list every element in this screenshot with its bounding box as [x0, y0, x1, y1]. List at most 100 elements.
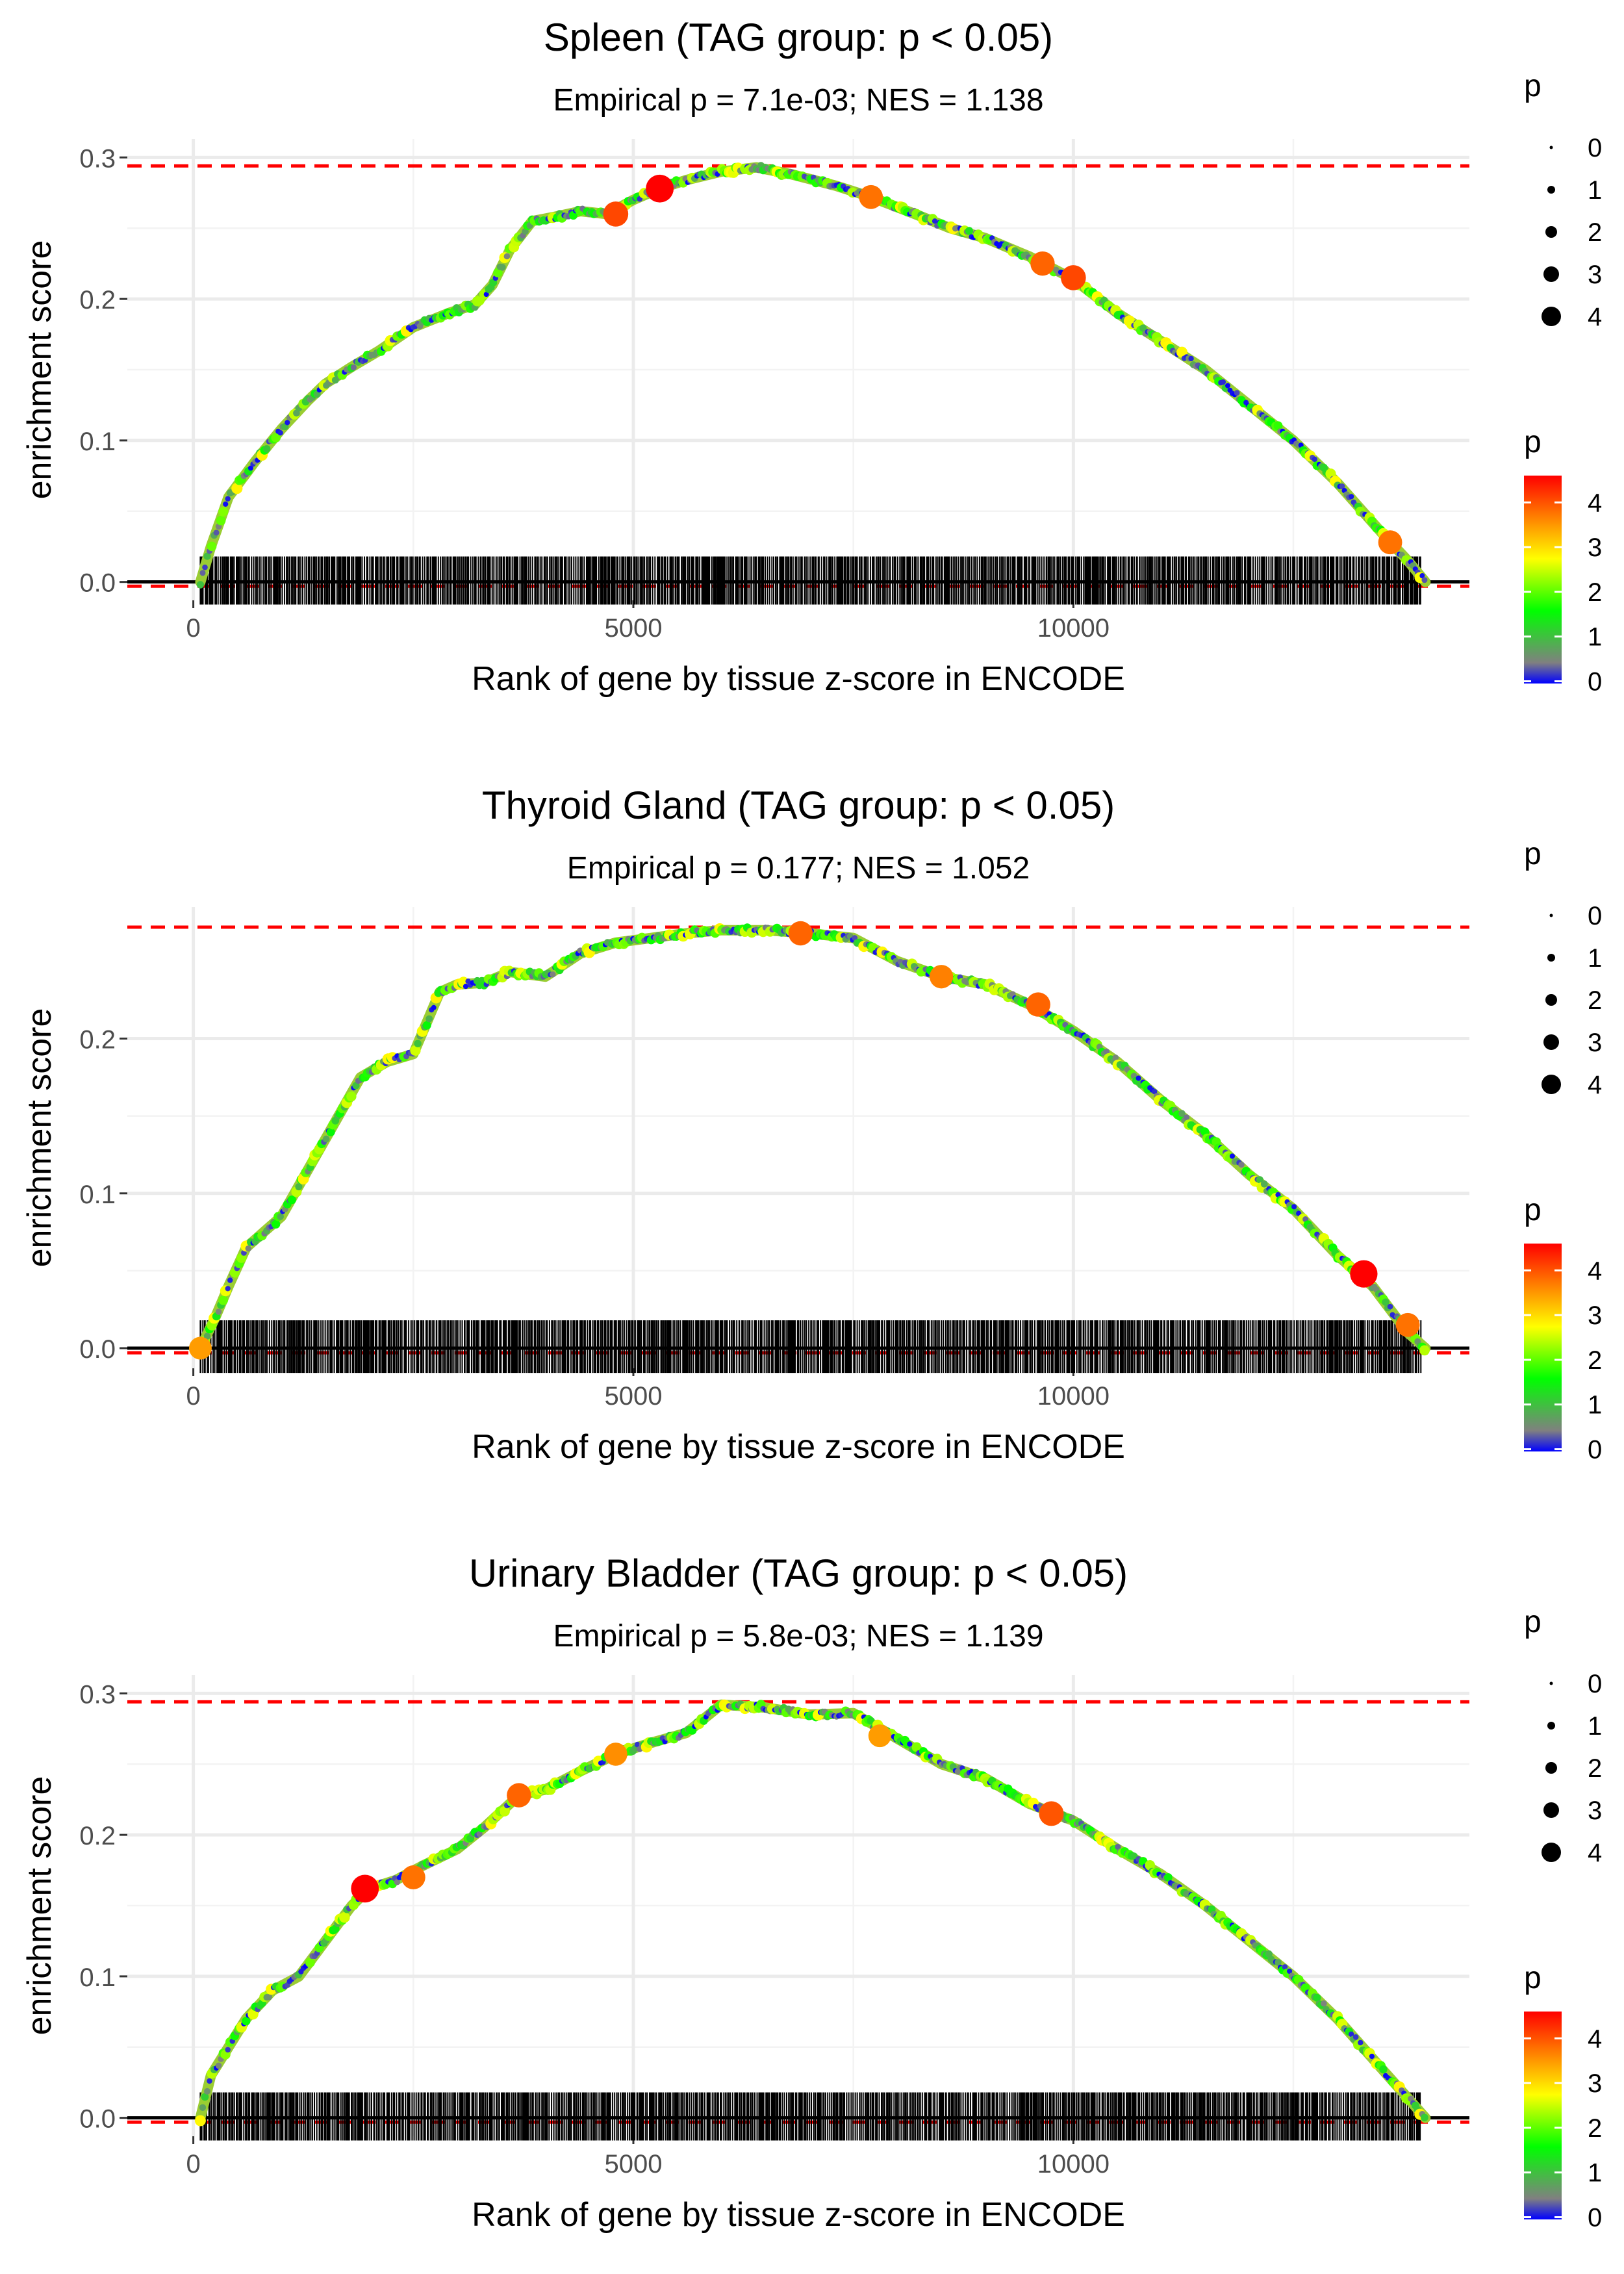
curve-point [207, 541, 217, 552]
y-axis-title: enrichment score [21, 1008, 58, 1268]
curve-point [266, 1993, 273, 2000]
y-tick-label: 0.0 [79, 2105, 116, 2134]
highlight-point [1026, 992, 1050, 1017]
y-tick-label: 0.3 [79, 144, 116, 173]
curve-point [1339, 483, 1345, 489]
curve-point [1408, 2095, 1414, 2102]
highlight-point [788, 921, 813, 946]
size-legend-key [1545, 1762, 1557, 1774]
size-legend-key [1542, 307, 1561, 326]
curve-point [1178, 1110, 1186, 1118]
size-legend-key [1547, 954, 1555, 962]
size-legend-title: p [1524, 837, 1542, 871]
highlight-point [868, 1724, 891, 1748]
size-legend-title: p [1524, 1605, 1542, 1639]
chart-title: Thyroid Gland (TAG group: p < 0.05) [482, 784, 1115, 827]
highlight-point [646, 174, 674, 203]
highlight-point [188, 1336, 212, 1360]
curve-point [247, 465, 253, 471]
curve-point [1265, 1950, 1273, 1958]
curve-point [326, 1127, 335, 1136]
enrichment-curve [188, 921, 1431, 1360]
y-axis-title: enrichment score [21, 240, 58, 500]
curve-point [499, 264, 506, 271]
curve-point [394, 1879, 401, 1885]
curve-point [262, 445, 271, 453]
chart-title: Urinary Bladder (TAG group: p < 0.05) [469, 1552, 1128, 1595]
chart-subtitle: Empirical p = 0.177; NES = 1.052 [567, 851, 1030, 886]
curve-point [463, 984, 469, 990]
highlight-point [1378, 530, 1402, 555]
curve-point [313, 390, 321, 398]
size-legend-label: 2 [1588, 1754, 1602, 1783]
size-legend-label: 2 [1588, 218, 1602, 247]
x-tick-label: 0 [186, 2150, 200, 2178]
size-legend-key [1543, 266, 1559, 282]
size-legend-label: 0 [1588, 1670, 1602, 1698]
y-tick-label: 0.0 [79, 569, 116, 598]
curve-point [1220, 379, 1226, 385]
curve-point [1229, 1153, 1236, 1159]
curve-point [1291, 1204, 1297, 1210]
curve-point [225, 1286, 231, 1292]
color-legend-label: 0 [1588, 1436, 1602, 1464]
curve-point [245, 1245, 252, 1252]
enrichment-curve [195, 162, 1431, 589]
curve-point [199, 570, 206, 576]
curve-point [965, 227, 974, 235]
chart-subtitle: Empirical p = 7.1e-03; NES = 1.138 [553, 83, 1043, 118]
curve-point [1256, 1176, 1263, 1184]
curve-point [322, 1135, 330, 1143]
color-legend-label: 3 [1588, 2069, 1602, 2098]
highlight-point [603, 201, 629, 227]
size-legend-key [1543, 1802, 1559, 1818]
curve-point [1349, 2031, 1354, 2038]
color-legend-title: p [1524, 425, 1542, 459]
x-axis-title: Rank of gene by tissue z-score in ENCODE [472, 660, 1125, 698]
curve-point [1421, 2114, 1428, 2121]
highlight-point [1350, 1260, 1378, 1288]
y-tick-label: 0.2 [79, 286, 116, 314]
curve-point [1275, 1959, 1282, 1966]
chart-title: Spleen (TAG group: p < 0.05) [544, 16, 1053, 59]
curve-point [550, 971, 556, 978]
color-legend-bar [1524, 476, 1562, 683]
size-legend-key [1542, 1075, 1561, 1094]
curve-line [195, 162, 1431, 587]
curve-point [287, 1195, 296, 1205]
curve-point [410, 1045, 421, 1056]
curve-point [637, 196, 642, 202]
x-tick-label: 5000 [604, 2150, 662, 2178]
size-legend-label: 1 [1588, 176, 1602, 205]
curve-point [499, 1806, 510, 1817]
size-legend-label: 3 [1588, 1028, 1602, 1057]
curve-point [1321, 2000, 1327, 2007]
curve-point [1115, 1844, 1121, 1850]
curve-point [350, 364, 357, 371]
highlight-point [930, 965, 954, 989]
x-tick-label: 5000 [604, 1382, 662, 1411]
curve-point [339, 1912, 350, 1923]
curve-point [425, 1015, 433, 1023]
chart-panel-2: Thyroid Gland (TAG group: p < 0.05) Empir… [21, 784, 1602, 1466]
curve-point [207, 2078, 212, 2084]
highlight-point [1039, 1801, 1064, 1826]
curve-point [1225, 383, 1230, 389]
color-legend-bar [1524, 1244, 1562, 1451]
size-legend-key [1549, 146, 1553, 149]
curve-point [1184, 1114, 1190, 1121]
color-legend-label: 4 [1588, 1257, 1602, 1285]
color-legend-label: 1 [1588, 623, 1602, 652]
curve-point [242, 2017, 251, 2026]
curve-point [1139, 324, 1147, 332]
curve-point [1387, 1303, 1393, 1310]
highlight-point [1061, 265, 1086, 290]
size-legend-label: 4 [1588, 1071, 1602, 1099]
color-legend-bar [1524, 2012, 1562, 2219]
size-legend-title: p [1524, 69, 1542, 103]
y-tick-label: 0.1 [79, 1963, 116, 1992]
size-legend-key [1547, 186, 1555, 194]
color-legend-label: 4 [1588, 2025, 1602, 2053]
size-legend-key [1543, 1034, 1559, 1050]
